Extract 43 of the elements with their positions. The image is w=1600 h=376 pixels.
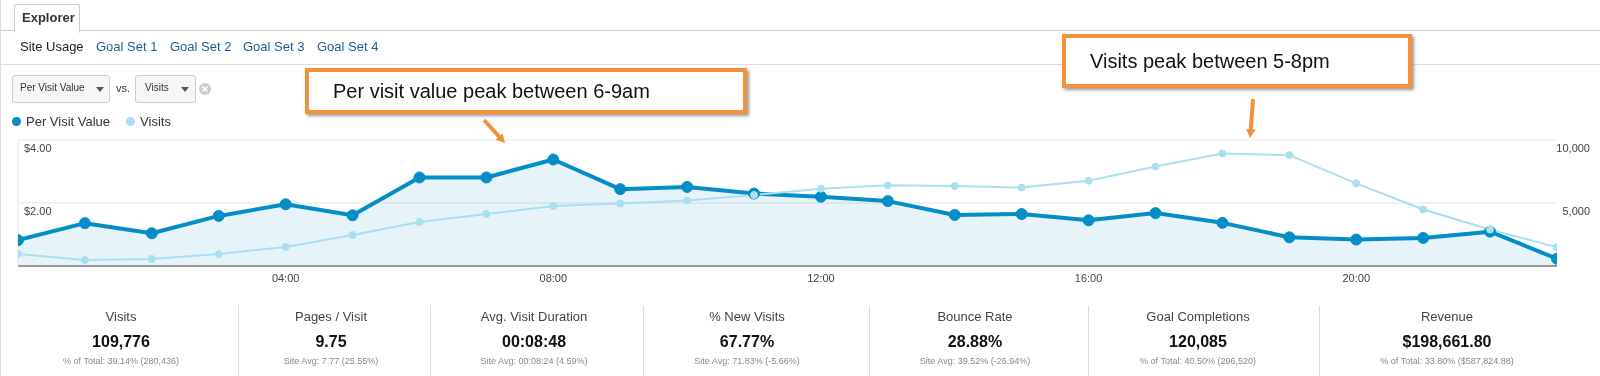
x-tick-label: 12:00 (807, 271, 835, 284)
text: Site Usage (20, 39, 84, 54)
text: Goal Set 2 (170, 39, 232, 54)
text: 109,776 (92, 333, 150, 351)
text: Per visit value peak between 6-9am (305, 68, 747, 114)
text: % of Total: 40.50% (296,520) (1140, 356, 1256, 366)
x-tick-label: 08:00 (539, 271, 568, 284)
y2-tick-label: 5,000 (1562, 205, 1590, 217)
text: 00:08:48 (501, 333, 567, 351)
x-tick-label: 20:00 (1342, 271, 1371, 284)
y2-tick-label: 10,000 (1556, 142, 1590, 154)
text: Avg. Visit Duration (480, 309, 588, 324)
text: Site Avg: 7.77 (25.55%) (283, 356, 379, 366)
legend-label: Visits (140, 114, 171, 129)
y-tick-label: $2.00 (24, 205, 52, 217)
text: Goal Completions (1146, 309, 1250, 324)
text: Site Avg: 00:08:24 (4.59%) (480, 356, 588, 366)
text: % of Total: 39.14% (280,436) (63, 356, 179, 366)
text: Bounce Rate (937, 309, 1013, 324)
text: Visits peak between 5-8pm (1062, 34, 1412, 88)
text: % of Total: 33.80% ($587,824.88) (1380, 356, 1514, 366)
text: Goal Set 4 (317, 39, 379, 54)
x-tick-label: 04:00 (271, 271, 300, 284)
text: $198,661.80 (1402, 333, 1492, 351)
text: 67.77% (719, 333, 775, 351)
legend-label: Per Visit Value (26, 114, 111, 129)
text: Visits (105, 309, 137, 324)
text: vs. (116, 82, 131, 94)
text: Site Avg: 71.83% (-5.66%) (694, 356, 800, 366)
text: Goal Set 3 (243, 39, 305, 54)
text: 28.88% (947, 333, 1003, 351)
text: Visits (145, 82, 169, 93)
y-tick-label: $4.00 (24, 142, 52, 154)
text: 120,085 (1169, 333, 1227, 351)
text: Goal Set 1 (96, 39, 158, 54)
text: Per Visit Value (20, 82, 85, 93)
x-tick-label: 16:00 (1074, 271, 1103, 284)
text: % New Visits (709, 309, 785, 324)
text: Explorer (22, 10, 75, 25)
text: Revenue (1420, 309, 1474, 324)
text: Site Avg: 39.52% (-26.94%) (919, 356, 1031, 366)
text: Pages / Visit (294, 309, 368, 324)
text: 9.75 (315, 333, 347, 351)
